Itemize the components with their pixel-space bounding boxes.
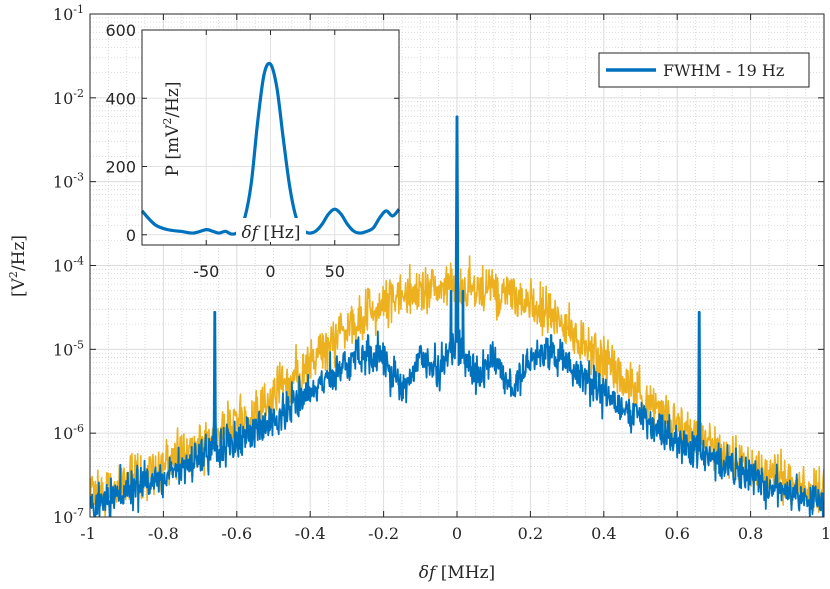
- inset-y-tick-label: 400: [105, 89, 136, 108]
- legend-entry-label: FWHM - 19 Hz: [663, 61, 784, 80]
- inset-y-tick-labels: 0 200 400 600: [105, 21, 136, 245]
- inset-y-tick-label: 200: [105, 158, 136, 177]
- main-x-tick-label: -1: [80, 524, 96, 543]
- inset-plot: -50 0 50 0 200 400 600 δf [Hz] P [mV2/Hz]: [105, 21, 401, 281]
- inset-x-label-backdrop: [236, 218, 306, 242]
- main-x-tick-label: 1: [821, 524, 830, 543]
- main-y-tick-labels: 10-7 10-6 10-5 10-4 10-3 10-2 10-1: [53, 3, 84, 527]
- main-x-axis-label: δf [MHz]: [419, 563, 495, 583]
- main-ticks: [89, 13, 825, 518]
- inset-series-line: [140, 61, 401, 236]
- main-y-tick-label: 10-1: [53, 3, 84, 24]
- inset-y-axis-label: P [mV2/Hz]: [161, 81, 183, 176]
- main-y-axis-label: [V2/Hz]: [7, 235, 29, 297]
- main-x-tick-label: 0: [452, 524, 462, 543]
- main-x-tick-label: 0.6: [664, 524, 689, 543]
- inset-y-tick-label: 600: [105, 21, 136, 40]
- main-x-tick-label: 0.8: [738, 524, 763, 543]
- main-y-tick-label: 10-2: [53, 87, 84, 108]
- main-y-tick-label: 10-7: [53, 506, 84, 527]
- main-x-tick-label: 0.2: [518, 524, 543, 543]
- inset-x-tick-label: 0: [265, 262, 275, 281]
- main-x-tick-label: -0.6: [221, 524, 252, 543]
- main-x-tick-label: 0.4: [591, 524, 616, 543]
- inset-x-tick-label: 50: [325, 262, 345, 281]
- inset-x-tick-labels: -50 0 50: [193, 262, 345, 281]
- inset-series-group: [140, 61, 401, 236]
- main-y-tick-label: 10-4: [53, 255, 84, 276]
- inset-y-tick-label: 0: [126, 226, 136, 245]
- main-y-tick-label: 10-5: [53, 338, 84, 359]
- main-series-group: [90, 115, 824, 517]
- main-x-tick-label: -0.2: [368, 524, 399, 543]
- main-y-tick-label: 10-3: [53, 171, 84, 192]
- legend: FWHM - 19 Hz: [598, 52, 810, 88]
- main-x-tick-label: -0.4: [295, 524, 326, 543]
- inset-x-tick-label: -50: [193, 262, 219, 281]
- inset-ticks: [142, 29, 399, 245]
- main-series-fwhm: [90, 115, 824, 517]
- main-x-tick-label: -0.8: [148, 524, 179, 543]
- main-y-tick-label: 10-6: [53, 422, 84, 443]
- inset-x-axis-label: δf [Hz]: [242, 223, 301, 243]
- main-x-tick-labels: -1 -0.8 -0.6 -0.4 -0.2 0 0.2 0.4 0.6 0.8 1: [80, 524, 830, 543]
